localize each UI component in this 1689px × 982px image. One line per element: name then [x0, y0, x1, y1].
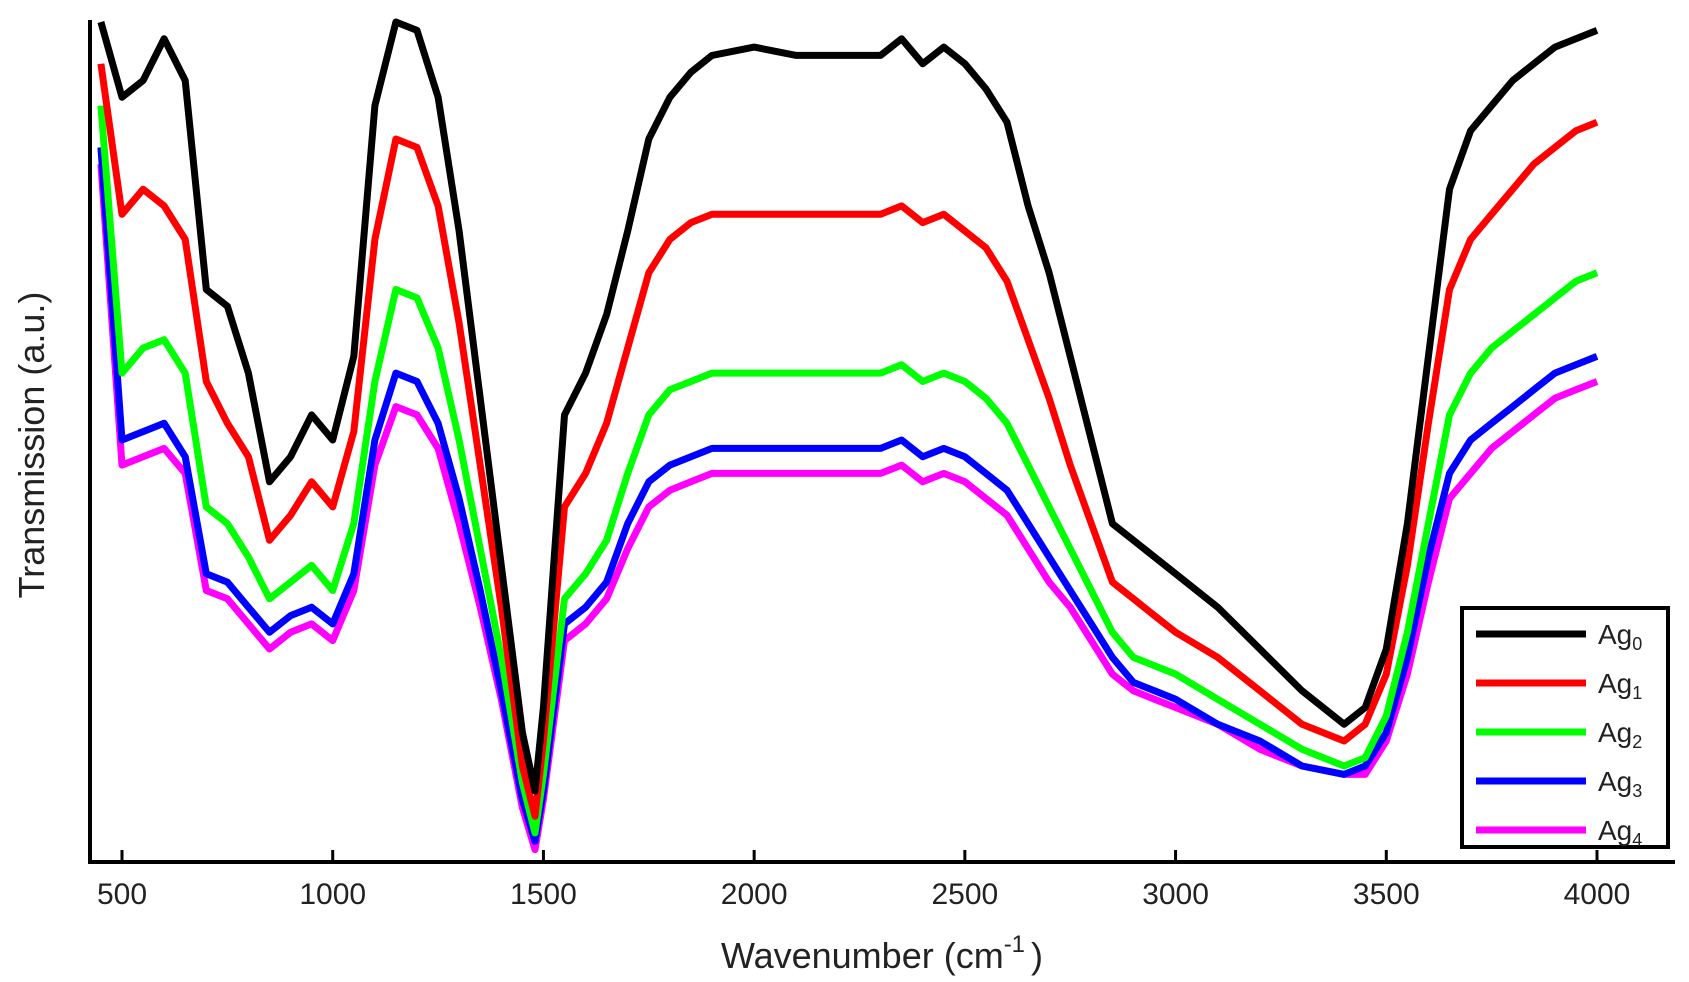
legend-label-ag3: Ag3	[1598, 766, 1642, 801]
x-ticks: 500 1000 1500 2000 2500 3000 3500 4000	[97, 850, 1630, 911]
legend-label-ag0: Ag0	[1598, 619, 1642, 654]
x-tick-label: 4000	[1564, 878, 1631, 911]
y-axis-title: Transmission (a.u.)	[11, 292, 52, 599]
x-tick-label: 1000	[299, 878, 366, 911]
plot-lines	[97, 18, 1599, 854]
x-tick-label: 1500	[510, 878, 577, 911]
x-tick-label: 2500	[931, 878, 998, 911]
series-line-ag1	[97, 63, 1599, 820]
x-tick-label: 3000	[1142, 878, 1209, 911]
legend-label-ag1: Ag1	[1598, 668, 1642, 703]
legend-label-ag4: Ag4	[1598, 815, 1642, 850]
x-tick-label: 2000	[721, 878, 788, 911]
x-axis-title-close: )	[1031, 935, 1043, 976]
series-line-ag4	[97, 163, 1599, 854]
legend-box	[1460, 606, 1670, 849]
legend-label-ag2: Ag2	[1598, 717, 1642, 752]
legend: Ag0 Ag1 Ag2 Ag3 Ag4	[1460, 606, 1670, 850]
series-line-ag0	[97, 18, 1599, 795]
x-axis-title-main: Wavenumber (cm	[721, 935, 1004, 976]
series-line-ag2	[97, 105, 1599, 837]
x-tick-label: 3500	[1353, 878, 1420, 911]
x-axis-title: Wavenumber (cm-1)	[721, 931, 1043, 976]
series-line-ag3	[97, 147, 1599, 845]
x-tick-label: 500	[97, 878, 147, 911]
x-axis-title-exponent: -1	[1004, 931, 1025, 958]
